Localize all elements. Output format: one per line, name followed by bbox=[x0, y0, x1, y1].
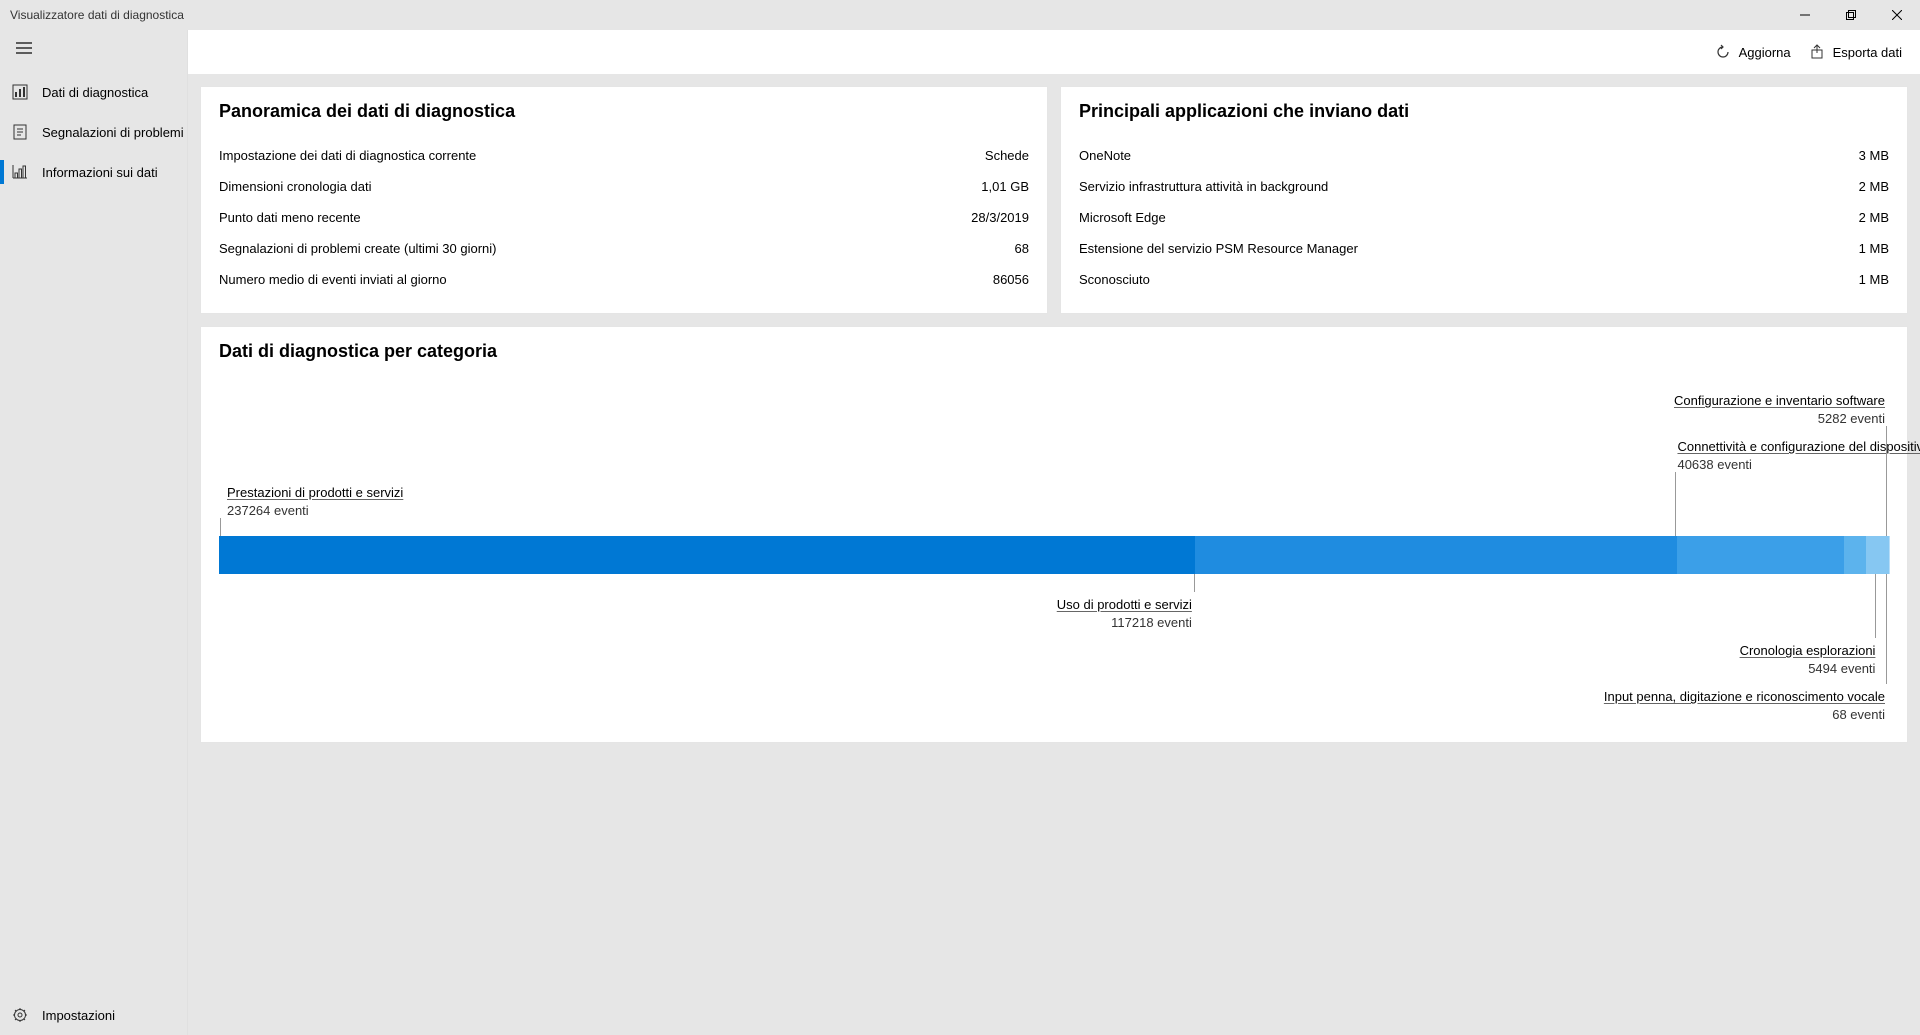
top-app-label: Servizio infrastruttura attività in back… bbox=[1079, 179, 1328, 194]
top-app-value: 1 MB bbox=[1859, 272, 1889, 287]
refresh-button[interactable]: Aggiorna bbox=[1715, 44, 1791, 60]
sidebar-item-label: Dati di diagnostica bbox=[42, 85, 148, 100]
top-apps-card: Principali applicazioni che inviano dati… bbox=[1060, 86, 1908, 314]
overview-title: Panoramica dei dati di diagnostica bbox=[219, 101, 1029, 122]
overview-row: Punto dati meno recente 28/3/2019 bbox=[219, 202, 1029, 233]
top-apps-title: Principali applicazioni che inviano dati bbox=[1079, 101, 1889, 122]
top-app-value: 1 MB bbox=[1859, 241, 1889, 256]
sidebar-item-about-data[interactable]: Informazioni sui dati bbox=[0, 152, 187, 192]
category-chart-title: Dati di diagnostica per categoria bbox=[219, 341, 1889, 362]
refresh-icon bbox=[1715, 44, 1731, 60]
sidebar-item-problem-reports[interactable]: Segnalazioni di problemi bbox=[0, 112, 187, 152]
top-app-label: Microsoft Edge bbox=[1079, 210, 1166, 225]
top-app-label: Estensione del servizio PSM Resource Man… bbox=[1079, 241, 1358, 256]
top-app-row: Sconosciuto 1 MB bbox=[1079, 264, 1889, 295]
bar-segment bbox=[1195, 536, 1677, 574]
export-button[interactable]: Esporta dati bbox=[1809, 44, 1902, 60]
overview-label: Dimensioni cronologia dati bbox=[219, 179, 371, 194]
top-app-label: Sconosciuto bbox=[1079, 272, 1150, 287]
top-app-value: 3 MB bbox=[1859, 148, 1889, 163]
top-app-value: 2 MB bbox=[1859, 179, 1889, 194]
problem-reports-icon bbox=[12, 124, 28, 140]
bar-segment bbox=[1844, 536, 1866, 574]
category-chart-card: Dati di diagnostica per categoria Presta… bbox=[200, 326, 1908, 743]
top-app-row: OneNote 3 MB bbox=[1079, 140, 1889, 171]
overview-value: Schede bbox=[985, 148, 1029, 163]
overview-value: 86056 bbox=[993, 272, 1029, 287]
overview-label: Punto dati meno recente bbox=[219, 210, 361, 225]
chart-segment-label: Cronologia esplorazioni5494 eventi bbox=[1740, 642, 1876, 677]
refresh-label: Aggiorna bbox=[1739, 45, 1791, 60]
window-title: Visualizzatore dati di diagnostica bbox=[10, 8, 184, 22]
sidebar-item-settings[interactable]: Impostazioni bbox=[0, 995, 187, 1035]
sidebar-item-label: Segnalazioni di problemi bbox=[42, 125, 184, 140]
about-data-icon bbox=[12, 164, 28, 180]
diagnostic-data-icon bbox=[12, 84, 28, 100]
main-content: Aggiorna Esporta dati Panoramica dei dat… bbox=[188, 30, 1920, 1035]
bar-segment bbox=[1677, 536, 1844, 574]
stacked-bar bbox=[219, 536, 1889, 574]
bar-segment bbox=[1866, 536, 1889, 574]
top-app-row: Microsoft Edge 2 MB bbox=[1079, 202, 1889, 233]
minimize-button[interactable] bbox=[1782, 0, 1828, 30]
chart-segment-label: Uso di prodotti e servizi117218 eventi bbox=[1057, 596, 1192, 631]
top-app-row: Servizio infrastruttura attività in back… bbox=[1079, 171, 1889, 202]
chart-segment-label: Connettività e configurazione del dispos… bbox=[1677, 438, 1920, 473]
overview-label: Numero medio di eventi inviati al giorno bbox=[219, 272, 447, 287]
export-label: Esporta dati bbox=[1833, 45, 1902, 60]
overview-row: Impostazione dei dati di diagnostica cor… bbox=[219, 140, 1029, 171]
maximize-button[interactable] bbox=[1828, 0, 1874, 30]
sidebar: Dati di diagnostica Segnalazioni di prob… bbox=[0, 30, 188, 1035]
window-controls bbox=[1782, 0, 1920, 30]
overview-row: Segnalazioni di problemi create (ultimi … bbox=[219, 233, 1029, 264]
chart-segment-label: Prestazioni di prodotti e servizi237264 … bbox=[227, 484, 403, 519]
overview-value: 1,01 GB bbox=[981, 179, 1029, 194]
overview-row: Dimensioni cronologia dati 1,01 GB bbox=[219, 171, 1029, 202]
close-button[interactable] bbox=[1874, 0, 1920, 30]
sidebar-item-diagnostic-data[interactable]: Dati di diagnostica bbox=[0, 72, 187, 112]
chart-segment-label: Input penna, digitazione e riconosciment… bbox=[1604, 688, 1885, 723]
overview-label: Segnalazioni di problemi create (ultimi … bbox=[219, 241, 496, 256]
top-app-value: 2 MB bbox=[1859, 210, 1889, 225]
sidebar-item-label: Impostazioni bbox=[42, 1008, 115, 1023]
toolbar: Aggiorna Esporta dati bbox=[188, 30, 1920, 74]
gear-icon bbox=[12, 1007, 28, 1023]
hamburger-button[interactable] bbox=[0, 30, 48, 66]
chart-segment-label: Configurazione e inventario software5282… bbox=[1674, 392, 1885, 427]
overview-card: Panoramica dei dati di diagnostica Impos… bbox=[200, 86, 1048, 314]
overview-label: Impostazione dei dati di diagnostica cor… bbox=[219, 148, 476, 163]
overview-value: 28/3/2019 bbox=[971, 210, 1029, 225]
overview-value: 68 bbox=[1015, 241, 1029, 256]
overview-row: Numero medio di eventi inviati al giorno… bbox=[219, 264, 1029, 295]
top-app-row: Estensione del servizio PSM Resource Man… bbox=[1079, 233, 1889, 264]
top-app-label: OneNote bbox=[1079, 148, 1131, 163]
bar-segment bbox=[219, 536, 1195, 574]
sidebar-item-label: Informazioni sui dati bbox=[42, 165, 158, 180]
export-icon bbox=[1809, 44, 1825, 60]
titlebar: Visualizzatore dati di diagnostica bbox=[0, 0, 1920, 30]
category-chart: Prestazioni di prodotti e servizi237264 … bbox=[219, 380, 1889, 720]
